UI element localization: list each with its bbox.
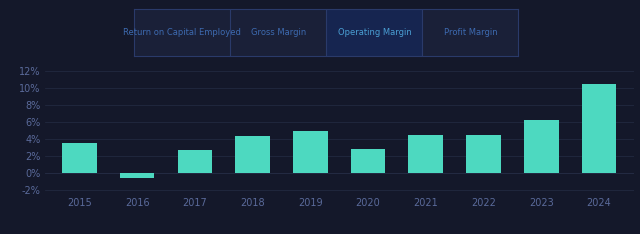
Bar [582, 84, 616, 173]
Bar [293, 131, 328, 173]
Bar [466, 135, 501, 173]
Bar [408, 135, 443, 173]
Text: Profit Margin: Profit Margin [444, 28, 497, 37]
Bar [351, 149, 385, 173]
Bar [236, 136, 270, 173]
Bar [120, 173, 154, 178]
Bar [524, 120, 559, 173]
FancyBboxPatch shape [326, 9, 422, 56]
Text: Gross Margin: Gross Margin [251, 28, 306, 37]
Bar [177, 150, 212, 173]
Bar [62, 143, 97, 173]
Text: Operating Margin: Operating Margin [337, 28, 412, 37]
Text: Return on Capital Employed: Return on Capital Employed [124, 28, 241, 37]
